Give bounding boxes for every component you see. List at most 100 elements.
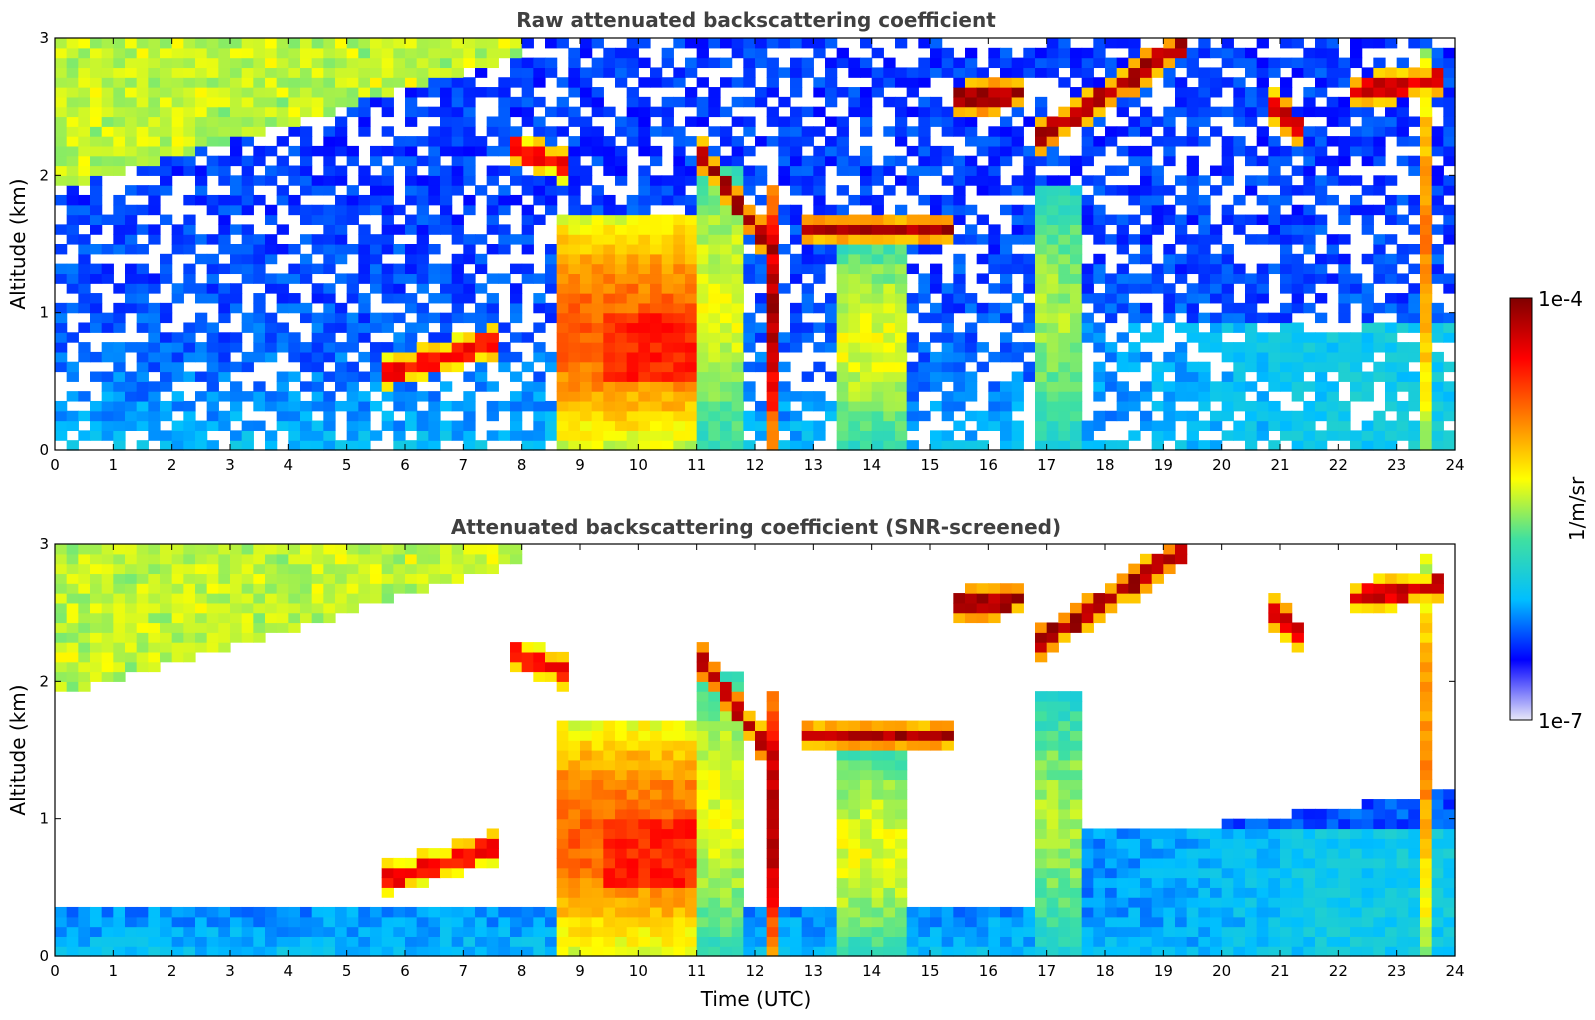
heat-cell <box>860 96 873 108</box>
heat-cell <box>1408 116 1421 127</box>
heat-cell <box>766 818 779 830</box>
heat-cell <box>346 563 359 575</box>
heat-cell <box>125 593 138 604</box>
heat-cell <box>160 145 173 157</box>
heat-cell <box>580 116 593 127</box>
heat-cell <box>1291 263 1304 275</box>
heat-cell <box>1035 283 1048 294</box>
heat-cell <box>965 410 978 422</box>
heat-cell <box>346 391 359 402</box>
heat-cell <box>1408 302 1421 314</box>
heat-cell <box>603 391 616 402</box>
heat-cell <box>1431 322 1444 333</box>
heat-cell <box>370 946 383 957</box>
heat-cell <box>650 371 663 382</box>
heat-cell <box>1035 371 1048 382</box>
heat-cell <box>416 906 429 918</box>
heat-cell <box>685 283 698 294</box>
heat-cell <box>1291 361 1304 373</box>
heat-cell <box>568 750 581 761</box>
heat-cell <box>988 185 1001 196</box>
heat-cell <box>475 351 488 363</box>
heat-cell <box>206 642 219 653</box>
heat-cell <box>253 77 266 88</box>
heat-cell <box>1420 204 1433 216</box>
heat-cell <box>1000 410 1013 422</box>
heat-cell <box>1315 371 1328 382</box>
heat-cell <box>626 273 639 284</box>
heat-cell <box>1420 175 1433 186</box>
heat-cell <box>510 234 523 245</box>
heat-cell <box>276 185 289 196</box>
heat-cell <box>883 312 896 324</box>
heat-cell <box>1443 47 1456 59</box>
heat-cell <box>603 799 616 810</box>
heat-cell <box>323 47 336 59</box>
heat-cell <box>545 67 558 78</box>
heat-cell <box>766 916 779 928</box>
heat-cell <box>288 244 301 255</box>
heat-cell <box>871 430 884 441</box>
heat-cell <box>848 342 861 353</box>
heat-cell <box>1326 420 1339 431</box>
heat-cell <box>988 312 1001 324</box>
heat-cell <box>1163 106 1176 118</box>
heat-cell <box>1233 194 1246 206</box>
heat-cell <box>801 67 814 78</box>
heat-cell <box>778 946 791 957</box>
heat-cell <box>206 67 219 78</box>
heat-cell <box>673 867 686 879</box>
heat-cell <box>731 779 744 790</box>
heat-cell <box>440 38 453 49</box>
heat-cell <box>906 332 919 343</box>
heat-cell <box>311 563 324 575</box>
heat-cell <box>661 838 674 849</box>
heat-cell <box>1000 77 1013 88</box>
heat-cell <box>136 371 149 382</box>
heat-cell <box>90 47 103 59</box>
heat-cell <box>206 916 219 928</box>
heat-cell <box>195 342 208 353</box>
heat-cell <box>195 573 208 584</box>
heat-cell <box>521 175 534 186</box>
heat-cell <box>148 622 161 633</box>
heat-cell <box>930 332 943 343</box>
heat-cell <box>603 302 616 314</box>
heat-cell <box>638 96 651 108</box>
heat-cell <box>1186 322 1199 333</box>
heat-cell <box>171 593 184 604</box>
heat-cell <box>580 440 593 451</box>
heat-cell <box>696 838 709 849</box>
heat-cell <box>603 759 616 771</box>
heat-cell <box>1081 312 1094 324</box>
heat-cell <box>545 283 558 294</box>
heat-cell <box>276 936 289 947</box>
heat-cell <box>125 145 138 157</box>
heat-cell <box>323 583 336 594</box>
heat-cell <box>78 553 91 565</box>
heat-cell <box>1256 283 1269 294</box>
heat-cell <box>591 332 604 343</box>
heat-cell <box>1070 57 1083 69</box>
heat-cell <box>125 185 138 196</box>
heat-cell <box>358 106 371 118</box>
heat-cell <box>288 400 301 412</box>
heat-cell <box>568 342 581 353</box>
heat-cell <box>440 563 453 575</box>
heat-cell <box>976 361 989 373</box>
heat-cell <box>1000 47 1013 59</box>
heat-cell <box>953 106 966 118</box>
heat-cell <box>230 77 243 88</box>
heat-cell <box>871 828 884 839</box>
heat-cell <box>696 818 709 830</box>
heat-cell <box>591 96 604 108</box>
heat-cell <box>545 400 558 412</box>
heat-cell <box>195 145 208 157</box>
heat-cell <box>650 381 663 392</box>
heat-cell <box>941 204 954 216</box>
heat-cell <box>1210 440 1223 451</box>
heat-cell <box>1291 57 1304 69</box>
heat-cell <box>1396 302 1409 314</box>
heat-cell <box>545 106 558 118</box>
heat-cell <box>778 67 791 78</box>
